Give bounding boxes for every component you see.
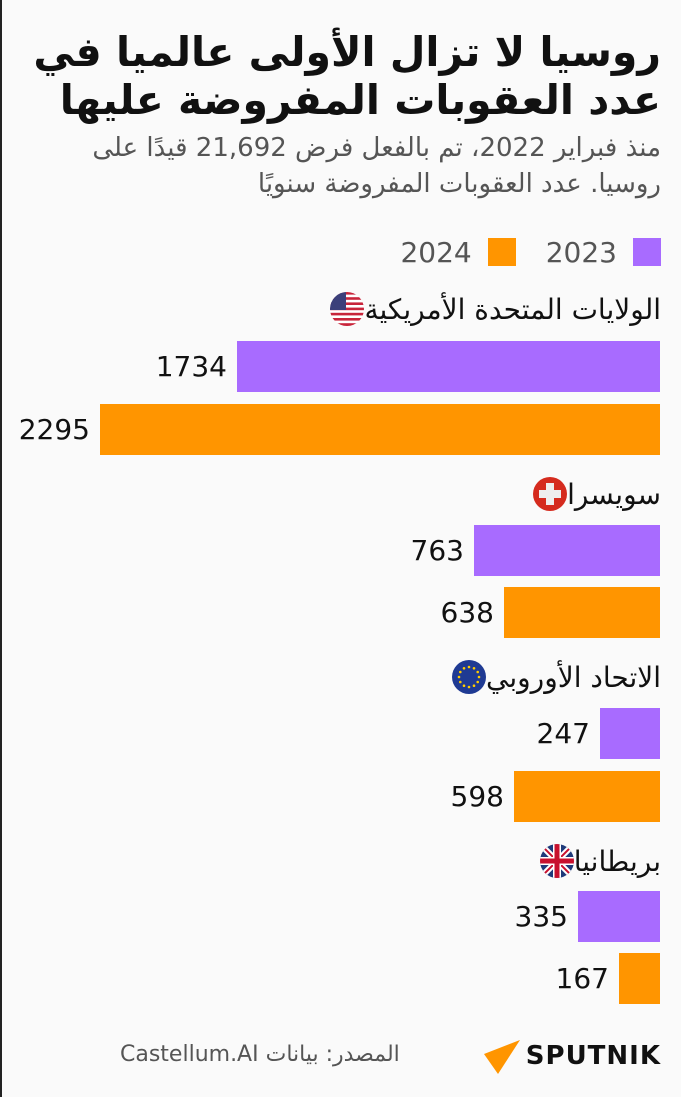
eu-flag-icon <box>452 660 487 694</box>
chart-subtitle: منذ فبراير 2022، تم بالفعل فرض 21,692 قي… <box>92 133 661 199</box>
bar-value: 247 <box>536 717 590 750</box>
legend-swatch-2024 <box>487 238 516 266</box>
bar-value: 167 <box>555 962 609 995</box>
country-name: سويسرا <box>567 477 661 511</box>
country-label-uk: بريطانيا <box>528 844 661 878</box>
bar-value: 2295 <box>18 413 90 446</box>
bar-uk-2024: 167 <box>556 953 660 1004</box>
uk-flag-icon <box>539 844 574 878</box>
us-flag-icon <box>330 292 365 326</box>
country-name: الاتحاد الأوروبي <box>486 660 661 694</box>
bar-switzerland-2024: 638 <box>441 587 660 638</box>
bar-value: 335 <box>514 900 568 933</box>
source-note: المصدر: بيانات Castellum.AI <box>120 1042 400 1067</box>
bar <box>619 953 660 1004</box>
country-name: بريطانيا <box>573 844 661 878</box>
bar-value: 763 <box>410 534 464 567</box>
legend-item-2024: 2024 <box>400 235 516 269</box>
legend-item-2023: 2023 <box>546 236 661 269</box>
bar <box>474 525 660 576</box>
bar-value: 598 <box>450 780 504 813</box>
bar <box>237 341 660 392</box>
country-name: الولايات المتحدة الأمريكية <box>364 292 661 326</box>
sputnik-arrow-icon <box>483 1040 520 1074</box>
legend-swatch-2023 <box>633 238 661 266</box>
legend-label-2024: 2024 <box>400 235 472 269</box>
bar-value: 638 <box>440 596 494 629</box>
logo-text: SPUTNIK <box>525 1041 661 1071</box>
bar <box>100 404 660 455</box>
bar-usa-2024: 2295 <box>19 404 660 455</box>
bar-eu-2023: 247 <box>537 708 660 759</box>
bar <box>600 708 660 759</box>
bar-switzerland-2023: 763 <box>411 525 660 576</box>
bar-value: 1734 <box>155 350 227 383</box>
swiss-flag-icon <box>533 477 568 511</box>
bar <box>514 771 660 822</box>
country-label-eu: الاتحاد الأوروبي <box>440 660 661 694</box>
bar-usa-2023: 1734 <box>156 341 660 392</box>
frame-border <box>0 0 2 1097</box>
bar <box>578 891 660 942</box>
legend-label-2023: 2023 <box>545 235 617 269</box>
bar-eu-2024: 598 <box>451 771 660 822</box>
chart-title: روسيا لا تزال الأولى عالميا في عدد العقو… <box>33 28 661 124</box>
country-label-switzerland: سويسرا <box>521 477 661 511</box>
bar <box>504 587 660 638</box>
legend: 2023 2024 <box>370 232 661 272</box>
sputnik-logo: SPUTNIK <box>483 1038 661 1074</box>
country-label-usa: الولايات المتحدة الأمريكية <box>318 292 661 326</box>
bar-uk-2023: 335 <box>515 891 660 942</box>
